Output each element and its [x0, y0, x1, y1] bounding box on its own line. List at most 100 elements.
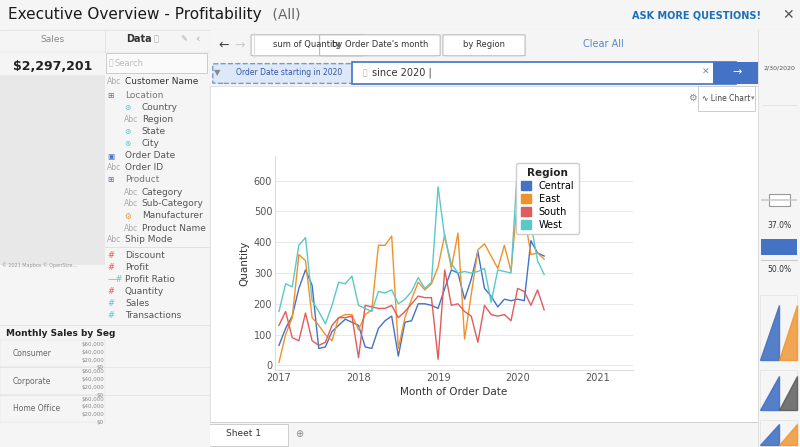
Text: Country: Country [142, 104, 178, 113]
Text: Sales: Sales [125, 299, 149, 308]
Text: #: # [107, 312, 114, 320]
Text: ⊞: ⊞ [107, 92, 114, 101]
Text: since 2020 |: since 2020 | [372, 67, 431, 78]
Text: Discount: Discount [125, 252, 165, 261]
Text: #: # [107, 263, 114, 273]
Text: ⓘ: ⓘ [154, 34, 158, 43]
FancyBboxPatch shape [213, 63, 366, 84]
Text: sum of Quantity: sum of Quantity [274, 40, 341, 49]
Polygon shape [760, 305, 779, 360]
FancyBboxPatch shape [443, 35, 525, 56]
X-axis label: Month of Order Date: Month of Order Date [400, 387, 508, 397]
FancyBboxPatch shape [0, 395, 105, 422]
FancyBboxPatch shape [106, 53, 207, 73]
Text: Order Date: Order Date [125, 152, 175, 160]
FancyBboxPatch shape [698, 86, 755, 111]
Text: Category: Category [142, 187, 183, 197]
Text: Sheet 1: Sheet 1 [226, 430, 262, 439]
FancyBboxPatch shape [760, 420, 797, 445]
Text: by Order Date's month: by Order Date's month [332, 40, 428, 49]
Polygon shape [760, 376, 779, 410]
Text: $40,000: $40,000 [82, 377, 104, 382]
Text: Abc: Abc [107, 236, 122, 245]
Text: 37.0%: 37.0% [767, 220, 791, 229]
Text: Abc: Abc [124, 115, 138, 125]
Text: 50.0%: 50.0% [767, 266, 791, 274]
Text: Abc: Abc [124, 187, 138, 197]
Polygon shape [779, 424, 797, 445]
Text: ✕: ✕ [782, 8, 794, 22]
Text: Region: Region [142, 115, 173, 125]
Text: Quantity: Quantity [125, 287, 164, 296]
Text: $20,000: $20,000 [82, 358, 104, 363]
Text: ▾: ▾ [751, 95, 754, 101]
Text: ⊛: ⊛ [124, 127, 130, 136]
Text: 🔍: 🔍 [108, 59, 113, 67]
Text: $0: $0 [97, 393, 104, 398]
FancyBboxPatch shape [760, 370, 797, 410]
Text: ‹: ‹ [195, 34, 200, 44]
Text: ✕: ✕ [702, 68, 710, 77]
Text: $0: $0 [97, 366, 104, 371]
Text: (All): (All) [268, 8, 301, 22]
Text: Abc: Abc [107, 77, 122, 87]
Text: ▼: ▼ [214, 68, 221, 77]
Text: Home Office: Home Office [13, 404, 60, 413]
Text: ⊞: ⊞ [107, 176, 114, 185]
FancyBboxPatch shape [251, 35, 363, 56]
FancyBboxPatch shape [0, 75, 105, 265]
Text: ⊛: ⊛ [124, 139, 130, 148]
Text: Consumer: Consumer [13, 349, 51, 358]
Text: #: # [107, 299, 114, 308]
Text: ⊛: ⊛ [124, 104, 130, 113]
Text: Abc: Abc [107, 164, 122, 173]
FancyBboxPatch shape [353, 62, 736, 84]
FancyBboxPatch shape [0, 367, 105, 395]
Y-axis label: Quantity: Quantity [239, 240, 250, 286]
Text: Executive Overview - Profitability: Executive Overview - Profitability [8, 8, 262, 22]
Text: Location: Location [125, 92, 163, 101]
Text: $2,297,201: $2,297,201 [13, 59, 92, 72]
FancyBboxPatch shape [713, 62, 760, 84]
Polygon shape [779, 305, 797, 360]
Text: —#: —# [107, 275, 122, 284]
Text: $60,000: $60,000 [82, 396, 104, 402]
Text: Manufacturer: Manufacturer [142, 211, 202, 220]
Text: Search: Search [114, 59, 143, 67]
Text: Ship Mode: Ship Mode [125, 236, 172, 245]
Text: Profit Ratio: Profit Ratio [125, 275, 175, 284]
Text: Abc: Abc [124, 199, 138, 208]
Text: ✎: ✎ [181, 34, 187, 43]
Text: 2/30/2020: 2/30/2020 [763, 65, 795, 70]
Text: $40,000: $40,000 [82, 405, 104, 409]
Text: Sub-Category: Sub-Category [142, 199, 204, 208]
Text: Transactions: Transactions [125, 312, 181, 320]
Text: Customer Name: Customer Name [125, 77, 198, 87]
Text: ∿ Line Chart: ∿ Line Chart [702, 94, 750, 103]
Text: Corporate: Corporate [13, 376, 51, 385]
Text: $20,000: $20,000 [82, 385, 104, 390]
Text: ⓘ: ⓘ [362, 68, 367, 77]
Text: Abc: Abc [124, 224, 138, 232]
Text: #: # [107, 252, 114, 261]
Text: ←: ← [218, 38, 229, 51]
Polygon shape [779, 376, 797, 410]
Text: Product Name: Product Name [142, 224, 206, 232]
Text: ⚙: ⚙ [124, 211, 130, 220]
Legend: Central, East, South, West: Central, East, South, West [516, 163, 579, 234]
Text: Profit: Profit [125, 263, 149, 273]
Text: →: → [732, 67, 742, 77]
Text: $60,000: $60,000 [82, 342, 104, 347]
FancyBboxPatch shape [206, 423, 288, 446]
Text: ⚙: ⚙ [688, 93, 697, 103]
FancyBboxPatch shape [210, 86, 758, 422]
Text: $60,000: $60,000 [82, 369, 104, 374]
Text: Monthly Sales by Seg: Monthly Sales by Seg [6, 329, 116, 337]
Polygon shape [760, 424, 779, 445]
Text: Product: Product [125, 176, 159, 185]
FancyBboxPatch shape [0, 340, 105, 367]
Text: $0: $0 [97, 420, 104, 425]
Text: by Region: by Region [463, 40, 505, 49]
FancyBboxPatch shape [762, 239, 797, 255]
FancyBboxPatch shape [769, 194, 790, 206]
